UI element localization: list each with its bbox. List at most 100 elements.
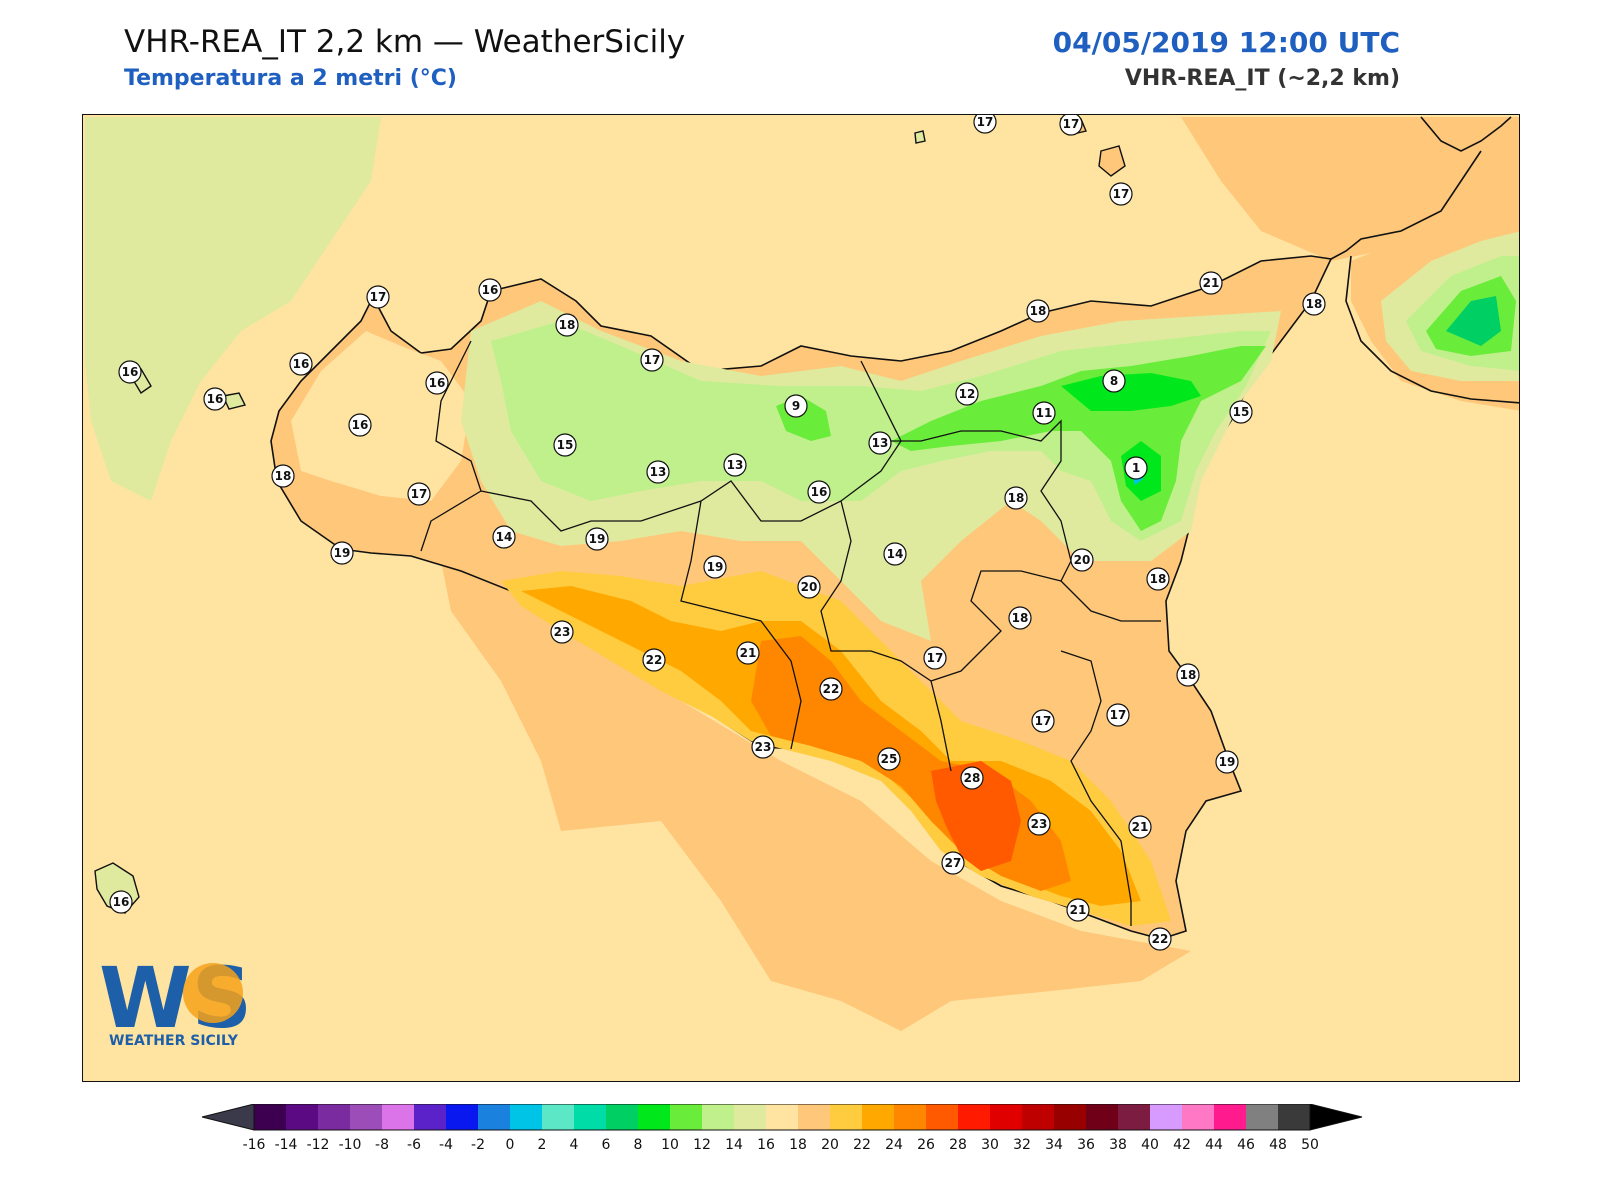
colorbar-tick-label: 0 — [506, 1137, 515, 1153]
colorbar-tick-label: -4 — [439, 1137, 453, 1153]
station-value: 20 — [801, 580, 818, 594]
station-circle — [797, 575, 821, 599]
station-circle — [118, 360, 142, 384]
station-marker: 16 — [478, 278, 502, 302]
station-circle — [807, 480, 831, 504]
station-marker: 18 — [1146, 567, 1170, 591]
station-value: 16 — [482, 283, 499, 297]
colorbar-cell — [1246, 1104, 1278, 1130]
station-circle — [703, 555, 727, 579]
colorbar-cell — [254, 1104, 286, 1130]
station-value: 15 — [1233, 405, 1250, 419]
station-circle — [425, 371, 449, 395]
colorbar-cell — [1118, 1104, 1150, 1130]
station-value: 17 — [1035, 714, 1052, 728]
colorbar-cell — [1086, 1104, 1118, 1130]
station-value: 28 — [964, 771, 981, 785]
station-marker: 20 — [1070, 548, 1094, 572]
station-marker: 17 — [640, 348, 664, 372]
station-value: 17 — [1063, 117, 1080, 131]
map-subtitle: Temperatura a 2 metri (°C) — [124, 66, 457, 91]
colorbar-cell — [990, 1104, 1022, 1130]
colorbar-tick-label: 24 — [885, 1137, 903, 1153]
station-circle — [1148, 927, 1172, 951]
colorbar-tick-label: 32 — [1013, 1137, 1031, 1153]
station-marker: 23 — [550, 620, 574, 644]
station-value: 16 — [207, 392, 224, 406]
station-circle — [1102, 369, 1126, 393]
station-marker: 17 — [1109, 182, 1133, 206]
colorbar-cell — [478, 1104, 510, 1130]
station-marker: 16 — [807, 480, 831, 504]
colorbar-cell — [734, 1104, 766, 1130]
station-value: 17 — [370, 290, 387, 304]
station-value: 17 — [927, 651, 944, 665]
colorbar-tick-label: 12 — [693, 1137, 711, 1153]
station-value: 12 — [959, 387, 976, 401]
station-value: 17 — [644, 353, 661, 367]
station-marker: 14 — [492, 525, 516, 549]
station-marker: 13 — [646, 460, 670, 484]
station-value: 14 — [887, 547, 904, 561]
colorbar-under-arrow — [201, 1104, 255, 1131]
station-circle — [585, 527, 609, 551]
station-value: 21 — [740, 646, 757, 660]
station-circle — [366, 285, 390, 309]
station-marker: 16 — [425, 371, 449, 395]
station-value: 14 — [496, 530, 513, 544]
colorbar-cell — [862, 1104, 894, 1130]
weathersicily-logo: WS WEATHER SICILY — [99, 949, 252, 1049]
station-circle — [348, 413, 372, 437]
station-marker: 18 — [1026, 299, 1050, 323]
station-marker: 14 — [883, 542, 907, 566]
station-value: 18 — [1008, 491, 1025, 505]
colorbar-tick-label: 28 — [949, 1137, 967, 1153]
colorbar-cell — [1150, 1104, 1182, 1130]
colorbar-tick-label: 18 — [789, 1137, 807, 1153]
colorbar-cell — [606, 1104, 638, 1130]
logo-text: WEATHER SICILY — [109, 1033, 239, 1049]
colorbar-cell — [638, 1104, 670, 1130]
station-marker: 19 — [1215, 750, 1239, 774]
colorbar-tick-label: -10 — [339, 1137, 362, 1153]
colorbar-cell — [350, 1104, 382, 1130]
station-marker: 28 — [960, 766, 984, 790]
colorbar-tick-label: 50 — [1301, 1137, 1319, 1153]
station-circle — [1146, 567, 1170, 591]
province-boundaries — [420, 340, 1161, 926]
colorbar-cell — [798, 1104, 830, 1130]
station-circle — [955, 382, 979, 406]
station-value: 17 — [977, 115, 994, 129]
colorbar-cell — [894, 1104, 926, 1130]
station-value: 27 — [945, 856, 962, 870]
station-circle — [784, 394, 808, 418]
field-south-sea-warm — [441, 561, 1191, 1031]
calabria-coast — [1345, 255, 1519, 404]
colorbar-cell — [1022, 1104, 1054, 1130]
temperature-colorbar: -16 -14 -12 -10 -8 -6 -4 -2 0 2 4 6 8 10 12 14 16 18 20 22 2… — [201, 1104, 1363, 1153]
station-circle — [203, 387, 227, 411]
colorbar-tick-label: 42 — [1173, 1137, 1191, 1153]
colorbar-tick-label: 8 — [634, 1137, 643, 1153]
station-marker: 21 — [1066, 898, 1090, 922]
colorbar-tick-label: 4 — [570, 1137, 579, 1153]
colorbar-tick-label: -12 — [307, 1137, 330, 1153]
station-value: 25 — [881, 752, 898, 766]
station-value: 21 — [1070, 903, 1087, 917]
station-value: 16 — [429, 376, 446, 390]
station-circle — [819, 677, 843, 701]
station-value: 22 — [823, 682, 840, 696]
colorbar-over-arrow — [1309, 1104, 1363, 1131]
station-marker: 17 — [407, 482, 431, 506]
station-circle — [1027, 812, 1051, 836]
station-circle — [973, 115, 997, 134]
station-value: 20 — [1074, 553, 1091, 567]
station-marker: 18 — [1302, 292, 1326, 316]
station-circle — [646, 460, 670, 484]
valid-datetime: 04/05/2019 12:00 UTC — [1052, 26, 1400, 59]
colorbar-tick-label: 20 — [821, 1137, 839, 1153]
station-value: 16 — [293, 357, 310, 371]
station-marker: 18 — [271, 464, 295, 488]
logo-sun-icon — [183, 963, 243, 1023]
